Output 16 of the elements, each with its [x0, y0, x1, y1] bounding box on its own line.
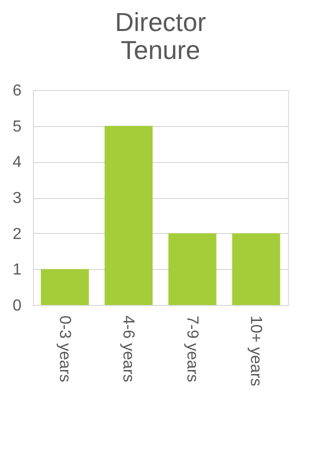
x-tick-label: 7-9 years	[183, 316, 200, 382]
chart-title: Director Tenure	[114, 7, 206, 65]
y-tick-label: 2	[12, 226, 22, 243]
y-tick-label: 1	[12, 262, 22, 279]
y-tick-label: 4	[12, 154, 22, 172]
x-tick-label: 10+ years	[247, 316, 264, 386]
bar	[232, 233, 280, 305]
y-tick-label: 3	[12, 190, 22, 207]
bar	[104, 126, 153, 305]
bar	[168, 233, 216, 305]
y-tick-label: 5	[12, 118, 22, 136]
y-tick-label: 6	[12, 82, 22, 100]
x-tick-label: 0-3 years	[56, 316, 73, 382]
x-tick-label: 4-6 years	[120, 316, 137, 382]
bar	[40, 269, 89, 305]
y-tick-label: 0	[12, 298, 22, 314]
